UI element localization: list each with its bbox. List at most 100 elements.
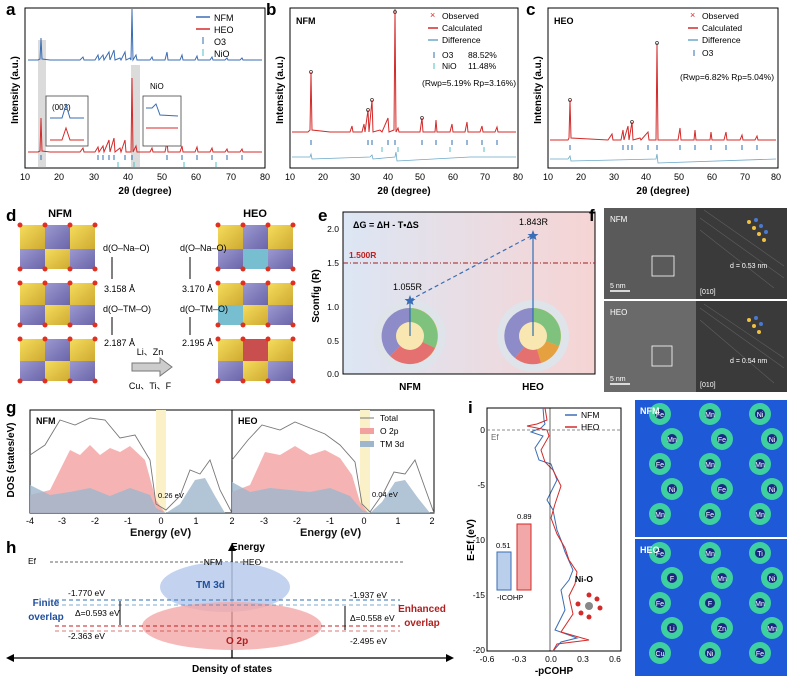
inset-nio-label: NiO [150, 82, 164, 91]
h-heo-delta: Δ=0.558 eV [350, 613, 395, 623]
svg-text:80: 80 [771, 172, 781, 182]
i-icohp-label: -ICOHP [497, 593, 523, 602]
nfm-xrd-curve [28, 8, 262, 62]
svg-text:0.0: 0.0 [327, 369, 339, 379]
a-xlabel: 2θ (degree) [118, 186, 171, 197]
c-xlabel: 2θ (degree) [636, 186, 689, 197]
panel-i-cohp: Ef NFM HEO 0.51 0.89 -ICOHP Ni-O 0 -5 -10 -… [466, 407, 622, 676]
f-zone-1: [010] [700, 289, 716, 296]
j-nfm-atom-core-0 [655, 409, 665, 419]
svg-text:70: 70 [226, 172, 236, 182]
j-heo-atom-label-4: Mn [717, 576, 727, 583]
svg-text:60: 60 [191, 172, 201, 182]
h-heo-o: -2.495 eV [350, 636, 387, 646]
j-heo-atoms: Fe Mn Ti F Mn Ni Fe F Mn Li Zn Mn Cu Ni Fe [649, 542, 783, 664]
j-nfm-atom-label-7: Mn [705, 462, 715, 469]
svg-text:70: 70 [480, 172, 490, 182]
e-ylabel: Sconfig (R) [311, 269, 322, 322]
f-scale-1: 5 nm [610, 283, 626, 290]
svg-text:-20: -20 [473, 645, 486, 655]
panel-label-f: f [589, 206, 595, 225]
panel-e-entropy: ΔG = ΔH - T•ΔS 1.500R 1.055R 1.843R 0.0 0… [311, 211, 596, 393]
j-heo-atom-core-4 [717, 573, 727, 583]
j-nfm-label: NFM [640, 406, 660, 416]
svg-text:1.5: 1.5 [327, 258, 339, 268]
svg-text:50: 50 [415, 172, 425, 182]
svg-text:10: 10 [543, 172, 553, 182]
b-title: NFM [296, 16, 316, 26]
i-bond: Ni-O [575, 574, 593, 584]
j-heo-atom-label-13: Ni [707, 651, 714, 658]
d-heo-ona-label: d(O–Na–O) [180, 243, 227, 253]
j-nfm-atom-label-12: Mn [655, 512, 665, 519]
b-ylabel: Intensity (a.u.) [275, 56, 286, 124]
j-nfm-atom-core-4 [717, 434, 727, 444]
c-legend-difference: Difference [702, 35, 741, 45]
g-gap-heo: 0.04 eV [372, 490, 398, 499]
inset-nio [142, 95, 182, 147]
i-bar-nfm-label: 0.51 [496, 541, 511, 550]
c-r-values: (Rwp=6.82% Rp=5.04%) [680, 72, 774, 82]
panel-d-structure: NFM d(O–Na–O) 3.158 Å d(O–TM–O) 2.187 Å … [17, 208, 296, 391]
g-legend-total: Total [380, 413, 398, 423]
c-legend-calculated: Calculated [702, 23, 742, 33]
panel-label-g: g [6, 398, 17, 417]
panel-a-xrd: (003) NiO NFM HEO O3 NiO 10 20 30 40 50 60 … [10, 7, 270, 197]
svg-text:×: × [430, 10, 435, 20]
d-nfm-ona-label: d(O–Na–O) [103, 243, 150, 253]
j-nfm-atom-label-10: Fe [718, 487, 726, 494]
c-ylabel: Intensity (a.u.) [533, 56, 544, 124]
j-heo-atom-label-7: F [708, 601, 712, 608]
j-nfm-atom-label-6: Fe [656, 462, 664, 469]
heo-xrd-curve [28, 77, 262, 154]
i-bar-heo [516, 523, 532, 591]
j-heo-atom-core-13 [705, 648, 715, 658]
panel-b-refinement: NFM × Observed Calculated Difference O3 … [275, 7, 523, 197]
panel-f-tem: NFM HEO 5 nm 5 nm [010] [010] d = 0.53 n… [604, 208, 787, 392]
panel-label-c: c [526, 0, 536, 19]
h-o2p: O 2p [226, 636, 248, 647]
svg-text:0.0: 0.0 [545, 654, 557, 664]
i-legend-nfm: NFM [581, 410, 599, 420]
j-nfm-atom-label-2: Ni [757, 412, 764, 419]
svg-text:×: × [690, 10, 695, 20]
g-heo-label: HEO [238, 416, 258, 426]
i-ef: Ef [491, 433, 499, 442]
panel-c-refinement: HEO × Observed Calculated Difference O3 … [533, 7, 781, 197]
j-heo-label: HEO [640, 545, 660, 555]
h-finite-2: overlap [28, 612, 64, 623]
svg-text:40: 40 [641, 172, 651, 182]
f-zone-2: [010] [700, 382, 716, 389]
j-heo-atom-core-6 [655, 598, 665, 608]
svg-text:-15: -15 [473, 590, 486, 600]
b-legend-difference: Difference [442, 35, 481, 45]
f-heo-label: HEO [610, 308, 627, 317]
g-gap-nfm: 0.26 eV [158, 491, 184, 500]
svg-text:50: 50 [674, 172, 684, 182]
svg-text:2: 2 [429, 516, 434, 526]
j-nfm-atom-core-10 [717, 484, 727, 494]
svg-text:-2: -2 [91, 516, 99, 526]
svg-text:70: 70 [740, 172, 750, 182]
j-heo-atom-core-0 [655, 548, 665, 558]
b-xlabel: 2θ (degree) [377, 186, 430, 197]
panel-h-schematic: Ef Energy NFM HEO TM 3d O 2p -1.770 eV -… [6, 542, 454, 675]
b-phase-o3-pct: 88.52% [468, 50, 497, 60]
a-xticks: 10 20 30 40 50 60 70 80 [20, 172, 270, 182]
svg-text:0: 0 [158, 516, 163, 526]
e-threshold: 1.500R [349, 250, 376, 260]
j-heo-atom-core-7 [705, 598, 715, 608]
svg-text:0.6: 0.6 [609, 654, 621, 664]
b-phase-nio: NiO [442, 61, 457, 71]
svg-text:50: 50 [157, 172, 167, 182]
b-legend-observed: Observed [442, 11, 479, 21]
b-r-values: (Rwp=5.19% Rp=3.16%) [422, 78, 516, 88]
svg-text:10: 10 [285, 172, 295, 182]
j-heo-atom-core-2 [755, 548, 765, 558]
j-nfm-atom-core-6 [655, 459, 665, 469]
f-scale-2: 5 nm [610, 376, 626, 383]
svg-text:-1: -1 [124, 516, 132, 526]
c-title: HEO [554, 16, 574, 26]
d-dopants-top: Li、Zn [137, 347, 164, 357]
j-heo-atom-core-9 [667, 623, 677, 633]
